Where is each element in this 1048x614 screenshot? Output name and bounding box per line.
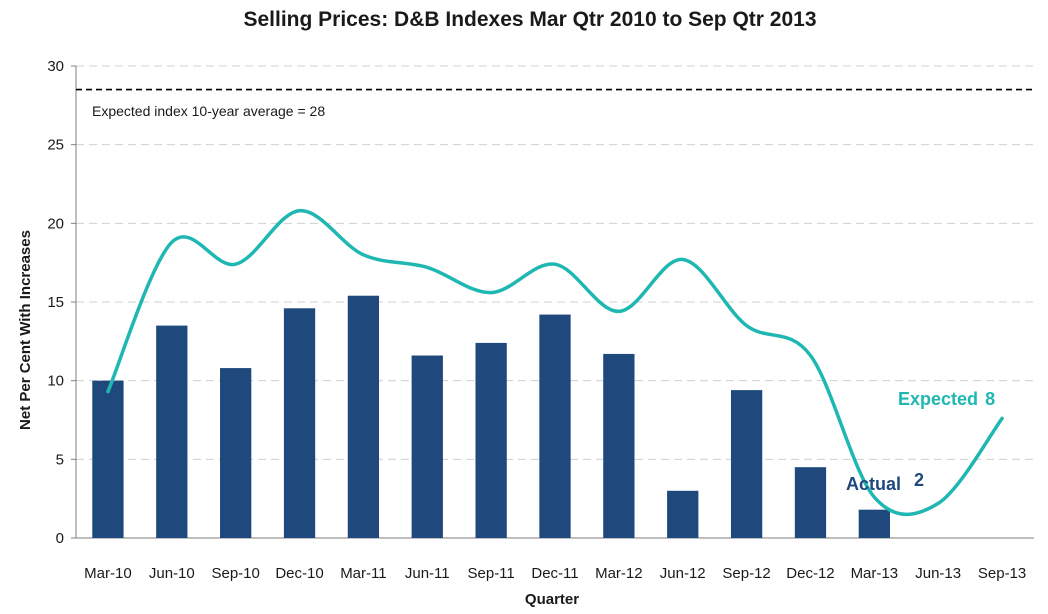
expected-value: 8 bbox=[985, 389, 995, 409]
x-tick-label: Sep-11 bbox=[468, 565, 515, 582]
x-tick-label: Jun-11 bbox=[405, 565, 450, 582]
y-tick-labels: 0 5 10 15 20 25 30 bbox=[47, 58, 76, 547]
x-tick-label: Mar-13 bbox=[851, 565, 899, 582]
y-tick-label: 10 bbox=[47, 373, 64, 390]
y-tick-label: 0 bbox=[56, 530, 64, 547]
line-expected bbox=[106, 208, 1004, 517]
x-tick-label: Jun-12 bbox=[660, 565, 706, 582]
expected-label: Expected bbox=[898, 389, 978, 409]
x-tick-label: Jun-10 bbox=[149, 565, 195, 582]
chart-title: Selling Prices: D&B Indexes Mar Qtr 2010… bbox=[243, 8, 816, 31]
x-tick-label: Sep-10 bbox=[211, 565, 259, 582]
x-tick-label: Mar-11 bbox=[340, 565, 386, 582]
actual-annotation: Actual 2 bbox=[846, 470, 924, 494]
x-tick-label: Dec-10 bbox=[275, 565, 323, 582]
bar-actual bbox=[475, 342, 507, 538]
bar-actual bbox=[283, 308, 316, 538]
bar-actual bbox=[156, 325, 188, 538]
y-axis-title: Net Per Cent With Increases bbox=[17, 230, 34, 430]
x-tick-label: Mar-10 bbox=[84, 565, 132, 582]
bar-actual bbox=[858, 509, 890, 538]
x-tick-label: Dec-11 bbox=[531, 565, 578, 582]
bar-actual bbox=[539, 314, 571, 538]
x-tick-label: Jun-13 bbox=[915, 565, 961, 582]
reference-line-label: Expected index 10-year average = 28 bbox=[92, 103, 325, 119]
bar-actual bbox=[411, 355, 443, 538]
bar-actual bbox=[603, 353, 635, 538]
bar-actual bbox=[220, 368, 252, 538]
bar-actual bbox=[794, 467, 827, 538]
bar-actual bbox=[92, 380, 124, 538]
actual-label: Actual bbox=[846, 474, 901, 494]
bar-actual bbox=[730, 390, 763, 538]
x-tick-label: Sep-12 bbox=[722, 565, 770, 582]
bar-actual bbox=[347, 295, 380, 538]
y-tick-label: 5 bbox=[56, 451, 64, 468]
x-tick-label: Dec-12 bbox=[786, 565, 834, 582]
bar-actual bbox=[667, 490, 699, 538]
actual-value: 2 bbox=[914, 470, 924, 490]
x-tick-label: Sep-13 bbox=[978, 565, 1026, 582]
x-tick-label: Mar-12 bbox=[595, 565, 643, 582]
x-axis-title: Quarter bbox=[525, 591, 579, 608]
y-tick-label: 20 bbox=[47, 215, 64, 232]
y-tick-label: 30 bbox=[47, 58, 64, 75]
x-tick-labels: Mar-10 Jun-10 Sep-10 Dec-10 Mar-11 Jun-11 Sep-… bbox=[84, 565, 1026, 582]
bars-actual bbox=[92, 295, 890, 538]
y-tick-label: 25 bbox=[47, 137, 64, 154]
expected-annotation: Expected 8 bbox=[898, 389, 995, 409]
y-tick-label: 15 bbox=[47, 294, 64, 311]
